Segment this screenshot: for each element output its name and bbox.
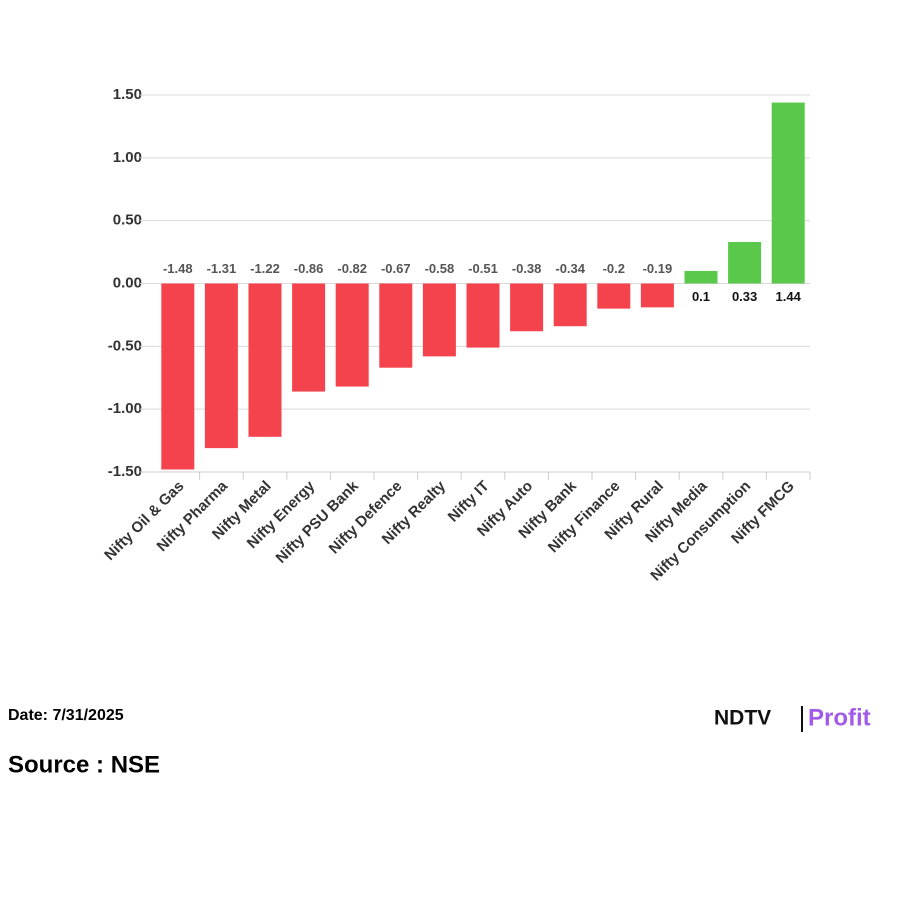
bar [640, 283, 674, 308]
value-label: -0.38 [512, 261, 542, 276]
value-label: -1.22 [250, 261, 280, 276]
bar [379, 283, 413, 368]
y-tick-label: 1.50 [113, 86, 142, 103]
logo-ndtv: NDTV [714, 707, 771, 730]
bar [204, 283, 238, 449]
value-label: -0.19 [643, 261, 673, 276]
value-label: -1.48 [163, 261, 193, 276]
y-tick-label: -1.50 [108, 463, 142, 480]
value-label: 0.33 [732, 289, 757, 304]
value-label: -0.2 [603, 261, 625, 276]
logo-profit: Profit [808, 704, 871, 731]
bar [161, 283, 195, 470]
value-label: -0.58 [425, 261, 455, 276]
bar [422, 283, 456, 357]
bar [597, 283, 631, 309]
y-tick-label: -1.00 [108, 400, 142, 417]
value-label: 0.1 [692, 289, 710, 304]
value-label: 1.44 [776, 289, 802, 304]
value-label: -0.51 [468, 261, 498, 276]
bar [510, 283, 544, 332]
value-label: -1.31 [207, 261, 237, 276]
value-label: -0.86 [294, 261, 324, 276]
bar [553, 283, 587, 327]
bar [684, 270, 718, 284]
source: Source : NSE [8, 751, 160, 778]
y-tick-label: 0.50 [113, 212, 142, 229]
bar [466, 283, 500, 348]
value-label: -0.34 [555, 261, 585, 276]
bar [771, 102, 805, 284]
y-tick-label: 0.00 [113, 274, 142, 291]
y-tick-label: 1.00 [113, 149, 142, 166]
bar [248, 283, 282, 437]
y-tick-label: -0.50 [108, 337, 142, 354]
bar [335, 283, 369, 387]
value-label: -0.82 [337, 261, 367, 276]
value-label: -0.67 [381, 261, 411, 276]
bar [728, 242, 762, 284]
date: Date: 7/31/2025 [8, 707, 124, 724]
bar [292, 283, 326, 392]
